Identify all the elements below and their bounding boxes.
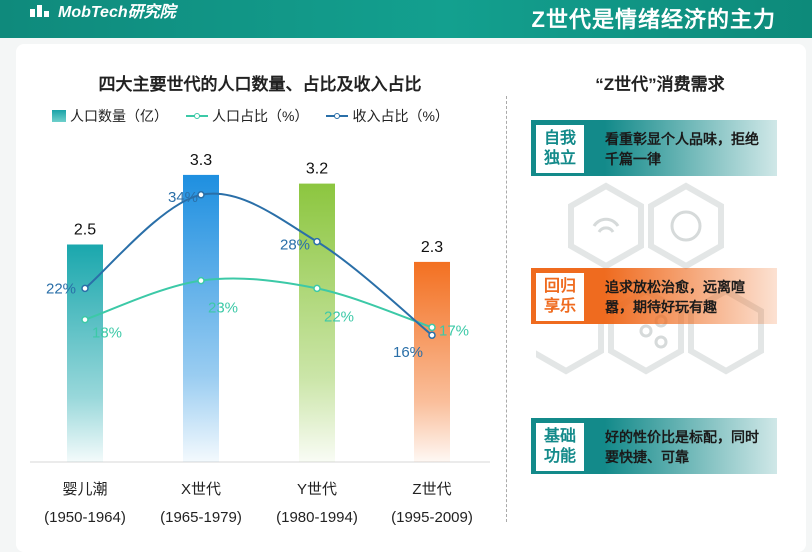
hexagon-shape [648,182,724,270]
x-tick-label: X世代 [181,481,221,498]
page-title: Z世代是情绪经济的主力 [531,7,776,32]
bar-value-label: 2.3 [421,239,443,256]
series-value-label: 28% [280,237,310,254]
chart-legend: 人口数量（亿） 人口占比（%） 收入占比（%） [52,106,449,126]
bar-value-label: 3.2 [306,161,328,178]
x-tick-label: Z世代 [412,481,451,498]
x-tick-label: Y世代 [297,481,337,498]
share-icon [639,324,653,338]
wifi-icon [592,217,620,233]
series-value-label: 34% [168,189,198,206]
series-value-label: 16% [393,344,423,361]
series-point [313,237,321,246]
series-value-label: 18% [92,325,122,342]
chart-title: 四大主要世代的人口数量、占比及收入占比 [98,75,422,94]
x-tick-years: (1995-2009) [391,509,473,526]
circles-icon [670,210,702,242]
bar-1 [67,244,103,462]
series-point [428,323,436,332]
series-line-2 [84,192,433,336]
card-tag: 自我独立 [535,124,585,174]
card-tag: 回归享乐 [535,272,585,322]
series-point [81,284,89,293]
legend-label: 人口数量（亿） [70,108,168,124]
legend-label: 人口占比（%） [212,108,309,124]
series-value-label: 22% [324,308,354,325]
x-tick-years: (1980-1994) [276,509,358,526]
demand-card: 自我独立 看重彰显个人品味，拒绝千篇一律 [531,120,777,176]
bar-value-label: 3.3 [190,152,212,169]
legend-item-population-share: 人口占比（%） [186,106,308,126]
logo-text: MobTech研究院 [58,4,176,21]
series-point [81,315,89,324]
series-point [197,191,205,199]
x-tick-years: (1965-1979) [160,509,242,526]
series-value-label: 22% [46,280,76,297]
legend-item-population: 人口数量（亿） [52,106,168,126]
legend-line-swatch [186,111,208,121]
logo: MobTech研究院 [30,0,176,21]
series-point [428,331,436,339]
x-tick-years: (1950-1964) [44,509,126,526]
series-point [197,276,205,285]
series-point [313,284,321,293]
demand-card: 基础功能 好的性价比是标配，同时要快捷、可靠 [531,418,777,474]
hexagon-shape [568,182,644,270]
legend-line-swatch [326,111,349,121]
share-icon [654,335,668,349]
card-text: 好的性价比是标配，同时要快捷、可靠 [605,429,759,465]
bar-value-label: 2.5 [74,222,96,239]
demand-title: “Z世代”消费需求 [595,75,725,94]
series-value-label: 17% [439,322,469,339]
card-text: 追求放松治愈，远离喧嚣，期待好玩有趣 [605,279,745,315]
series-line-1 [84,277,433,329]
legend-item-income-share: 收入占比（%） [326,106,449,126]
header-bar: MobTech研究院 Z世代是情绪经济的主力 [0,0,812,38]
legend-bar-swatch [52,110,66,122]
section-divider [506,96,507,522]
bar-2 [183,174,219,462]
bar-4 [414,261,450,462]
legend-label: 收入占比（%） [352,108,449,124]
logo-icon [30,3,54,17]
series-value-label: 23% [208,300,238,317]
x-tick-label: 婴儿潮 [62,481,107,498]
card-text: 看重彰显个人品味，拒绝千篇一律 [605,131,759,167]
demand-card: 回归享乐 追求放松治愈，远离喧嚣，期待好玩有趣 [531,268,777,324]
bar-3 [299,183,335,462]
card-tag: 基础功能 [535,422,585,472]
